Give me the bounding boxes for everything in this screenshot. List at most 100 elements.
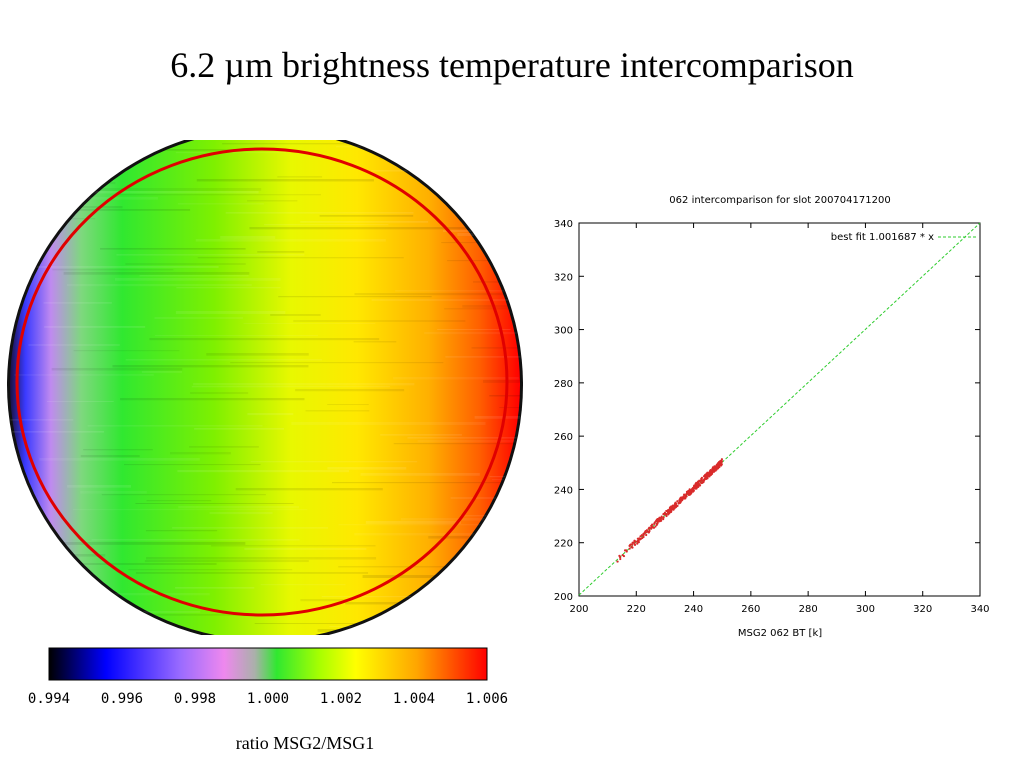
colorbar-tick-label: 1.006	[466, 691, 508, 707]
scatter-point	[702, 475, 706, 478]
scan-streak	[175, 587, 255, 589]
y-tick-label: 260	[554, 432, 573, 443]
scan-streak	[331, 482, 522, 484]
scan-streak	[169, 452, 231, 455]
scan-streak	[52, 269, 174, 271]
scan-streak	[91, 539, 300, 541]
scan-streak	[114, 278, 281, 281]
scatter-point	[665, 509, 668, 513]
scan-streak	[175, 152, 286, 154]
scan-streak	[380, 434, 462, 436]
y-tick-label: 280	[554, 379, 573, 390]
scatter-point	[639, 537, 642, 540]
colorbar-tick-label: 0.998	[174, 691, 216, 707]
scan-streak	[39, 458, 200, 461]
scan-streak	[247, 200, 298, 202]
scatter-point	[648, 529, 651, 533]
y-tick-label: 300	[554, 326, 573, 337]
scan-streak	[249, 227, 471, 230]
scan-streak	[437, 329, 511, 331]
scan-streak	[46, 401, 114, 403]
scan-streak	[457, 578, 522, 581]
scan-streak	[114, 611, 201, 613]
scan-streak	[335, 146, 433, 148]
scan-streak	[499, 407, 522, 409]
scan-streak	[44, 326, 146, 328]
scan-streak	[295, 389, 405, 392]
scan-streak	[67, 284, 252, 287]
scan-streak	[8, 182, 116, 185]
scan-streak	[190, 392, 249, 395]
scatter-point	[720, 460, 723, 463]
scatter-point	[656, 518, 660, 521]
scan-streak	[300, 599, 346, 602]
scan-streak	[209, 512, 273, 515]
y-tick-label: 340	[554, 219, 573, 230]
scatter-point	[698, 484, 701, 487]
scatter-point	[705, 475, 709, 478]
scan-streak	[457, 233, 522, 236]
scan-streak	[482, 380, 522, 383]
scan-streak	[445, 356, 522, 358]
scatter-point	[669, 506, 672, 509]
scan-streak	[393, 443, 522, 445]
scan-streak	[62, 554, 106, 557]
scatter-point	[718, 466, 721, 469]
scan-streak	[35, 632, 120, 634]
scan-streak	[206, 353, 309, 356]
scatter-point	[688, 493, 691, 496]
scatter-point	[700, 477, 703, 480]
y-tick-label: 320	[554, 272, 573, 283]
scatter-point	[636, 539, 640, 542]
scan-streak	[62, 188, 262, 191]
scan-streak	[353, 341, 397, 343]
scatter-point	[695, 486, 698, 489]
scan-streak	[69, 614, 261, 616]
scan-streak	[447, 260, 522, 262]
scatter-point	[675, 504, 678, 507]
scan-streak	[495, 185, 522, 188]
scan-streak	[250, 461, 418, 463]
scan-streak	[441, 242, 522, 244]
scatter-point	[673, 507, 676, 510]
scan-streak	[135, 503, 294, 505]
scatter-point	[619, 557, 622, 561]
x-tick-label: 240	[684, 604, 703, 615]
scan-streak	[123, 464, 261, 466]
scan-streak	[277, 176, 323, 178]
scan-streak	[327, 404, 369, 406]
x-axis-label: MSG2 062 BT [k]	[738, 628, 822, 639]
scan-streak	[465, 551, 513, 554]
scan-streak	[125, 359, 322, 361]
scan-streak	[462, 305, 522, 308]
colorbar-tick-label: 1.002	[320, 691, 362, 707]
scatter-point	[643, 531, 647, 534]
scatter-point	[628, 544, 631, 547]
colorbar-gradient	[48, 647, 488, 681]
scatter-point	[665, 514, 668, 518]
scan-streak	[365, 521, 461, 524]
legend-label: best fit 1.001687 * x	[831, 232, 934, 243]
scan-streak	[178, 506, 300, 509]
scatter-point	[680, 499, 683, 502]
scan-streak	[154, 317, 243, 320]
scatter-point	[642, 532, 646, 536]
scatter-point	[679, 497, 682, 500]
scatter-point	[640, 534, 643, 537]
scatter-point	[671, 504, 674, 507]
scan-streak	[472, 281, 522, 283]
scan-streak	[432, 617, 522, 620]
scatter-point	[658, 520, 661, 523]
scatter-point	[638, 538, 641, 541]
scan-streak	[345, 602, 409, 605]
scatter-point	[698, 480, 701, 483]
scan-streak	[146, 500, 212, 502]
scan-streak	[135, 572, 369, 574]
scan-streak	[264, 224, 389, 226]
scan-streak	[244, 548, 367, 550]
scan-streak	[141, 371, 182, 373]
scan-streak	[300, 221, 429, 223]
scan-streak	[87, 425, 263, 427]
scan-streak	[175, 311, 286, 314]
scan-streak	[441, 581, 522, 584]
